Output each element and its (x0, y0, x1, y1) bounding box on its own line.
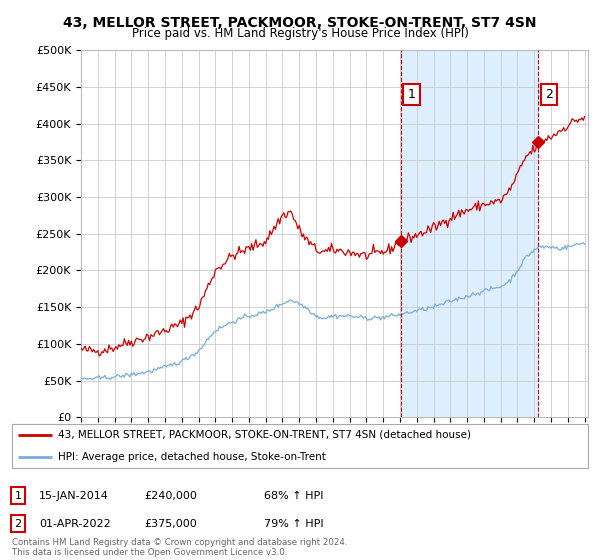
Text: 2: 2 (14, 519, 22, 529)
Text: £375,000: £375,000 (144, 519, 197, 529)
Text: 2: 2 (545, 88, 553, 101)
Text: Contains HM Land Registry data © Crown copyright and database right 2024.
This d: Contains HM Land Registry data © Crown c… (12, 538, 347, 557)
Bar (401, 50, 538, 417)
Text: 79% ↑ HPI: 79% ↑ HPI (264, 519, 323, 529)
Text: HPI: Average price, detached house, Stoke-on-Trent: HPI: Average price, detached house, Stok… (58, 452, 326, 461)
Text: 68% ↑ HPI: 68% ↑ HPI (264, 491, 323, 501)
Text: 15-JAN-2014: 15-JAN-2014 (39, 491, 109, 501)
Text: 43, MELLOR STREET, PACKMOOR, STOKE-ON-TRENT, ST7 4SN: 43, MELLOR STREET, PACKMOOR, STOKE-ON-TR… (63, 16, 537, 30)
Text: £240,000: £240,000 (144, 491, 197, 501)
Text: 01-APR-2022: 01-APR-2022 (39, 519, 111, 529)
Text: 43, MELLOR STREET, PACKMOOR, STOKE-ON-TRENT, ST7 4SN (detached house): 43, MELLOR STREET, PACKMOOR, STOKE-ON-TR… (58, 430, 471, 440)
Text: 1: 1 (14, 491, 22, 501)
Text: Price paid vs. HM Land Registry's House Price Index (HPI): Price paid vs. HM Land Registry's House … (131, 27, 469, 40)
Text: 1: 1 (407, 88, 415, 101)
